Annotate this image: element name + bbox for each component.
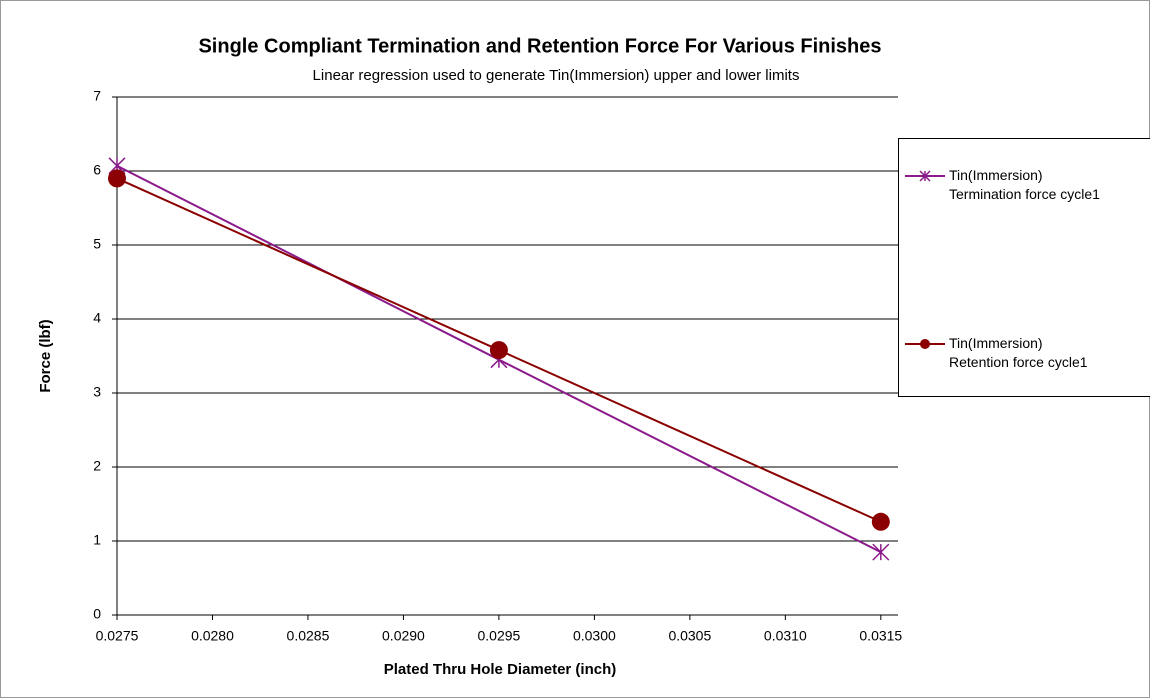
x-tick-label: 0.0305	[668, 628, 711, 644]
legend-label: Tin(Immersion) Retention force cycle1	[949, 335, 1088, 370]
legend-symbol	[919, 170, 931, 182]
marker	[108, 169, 126, 188]
x-tick-label: 0.0315	[859, 628, 902, 644]
x-tick-label: 0.0295	[477, 628, 520, 644]
y-tick-label: 6	[93, 162, 101, 178]
legend-label: Tin(Immersion) Termination force cycle1	[949, 167, 1100, 202]
y-tick-label: 3	[93, 384, 101, 400]
y-tick-label: 2	[93, 458, 101, 474]
x-tick-label: 0.0300	[573, 628, 616, 644]
y-tick-label: 4	[93, 310, 101, 326]
legend-marker	[919, 170, 931, 182]
y-axis-label: Force (lbf)	[37, 319, 54, 392]
x-tick-label: 0.0310	[764, 628, 807, 644]
y-tick-label: 7	[93, 88, 101, 104]
x-axis-label: Plated Thru Hole Diameter (inch)	[384, 661, 617, 678]
y-tick-label: 0	[93, 606, 101, 622]
marker	[872, 543, 890, 561]
legend-marker	[920, 339, 930, 349]
legend-box	[898, 138, 1150, 397]
legend-item: Tin(Immersion) Retention force cycle1	[949, 335, 1088, 370]
x-tick-label: 0.0290	[382, 628, 425, 644]
chart-subtitle: Linear regression used to generate Tin(I…	[313, 67, 800, 84]
x-tick-label: 0.0275	[96, 628, 139, 644]
marker	[871, 512, 890, 531]
chart-title: Single Compliant Termination and Retenti…	[198, 35, 881, 57]
y-tick-label: 1	[93, 532, 101, 548]
y-tick-label: 5	[93, 236, 101, 252]
marker	[489, 341, 508, 360]
x-tick-label: 0.0285	[287, 628, 330, 644]
x-tick-label: 0.0280	[191, 628, 234, 644]
legend-item: Tin(Immersion) Termination force cycle1	[949, 167, 1100, 202]
legend-symbol	[920, 339, 930, 349]
